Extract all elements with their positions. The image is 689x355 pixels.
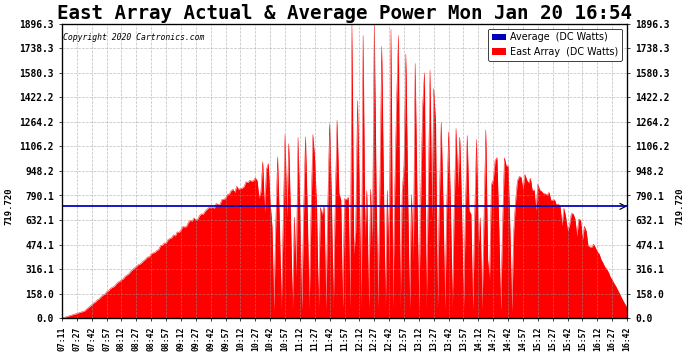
Text: 719.720: 719.720 [4, 188, 13, 225]
Title: East Array Actual & Average Power Mon Jan 20 16:54: East Array Actual & Average Power Mon Ja… [57, 4, 632, 23]
Text: Copyright 2020 Cartronics.com: Copyright 2020 Cartronics.com [63, 33, 205, 42]
Legend: Average  (DC Watts), East Array  (DC Watts): Average (DC Watts), East Array (DC Watts… [489, 29, 622, 61]
Text: 719.720: 719.720 [676, 188, 685, 225]
